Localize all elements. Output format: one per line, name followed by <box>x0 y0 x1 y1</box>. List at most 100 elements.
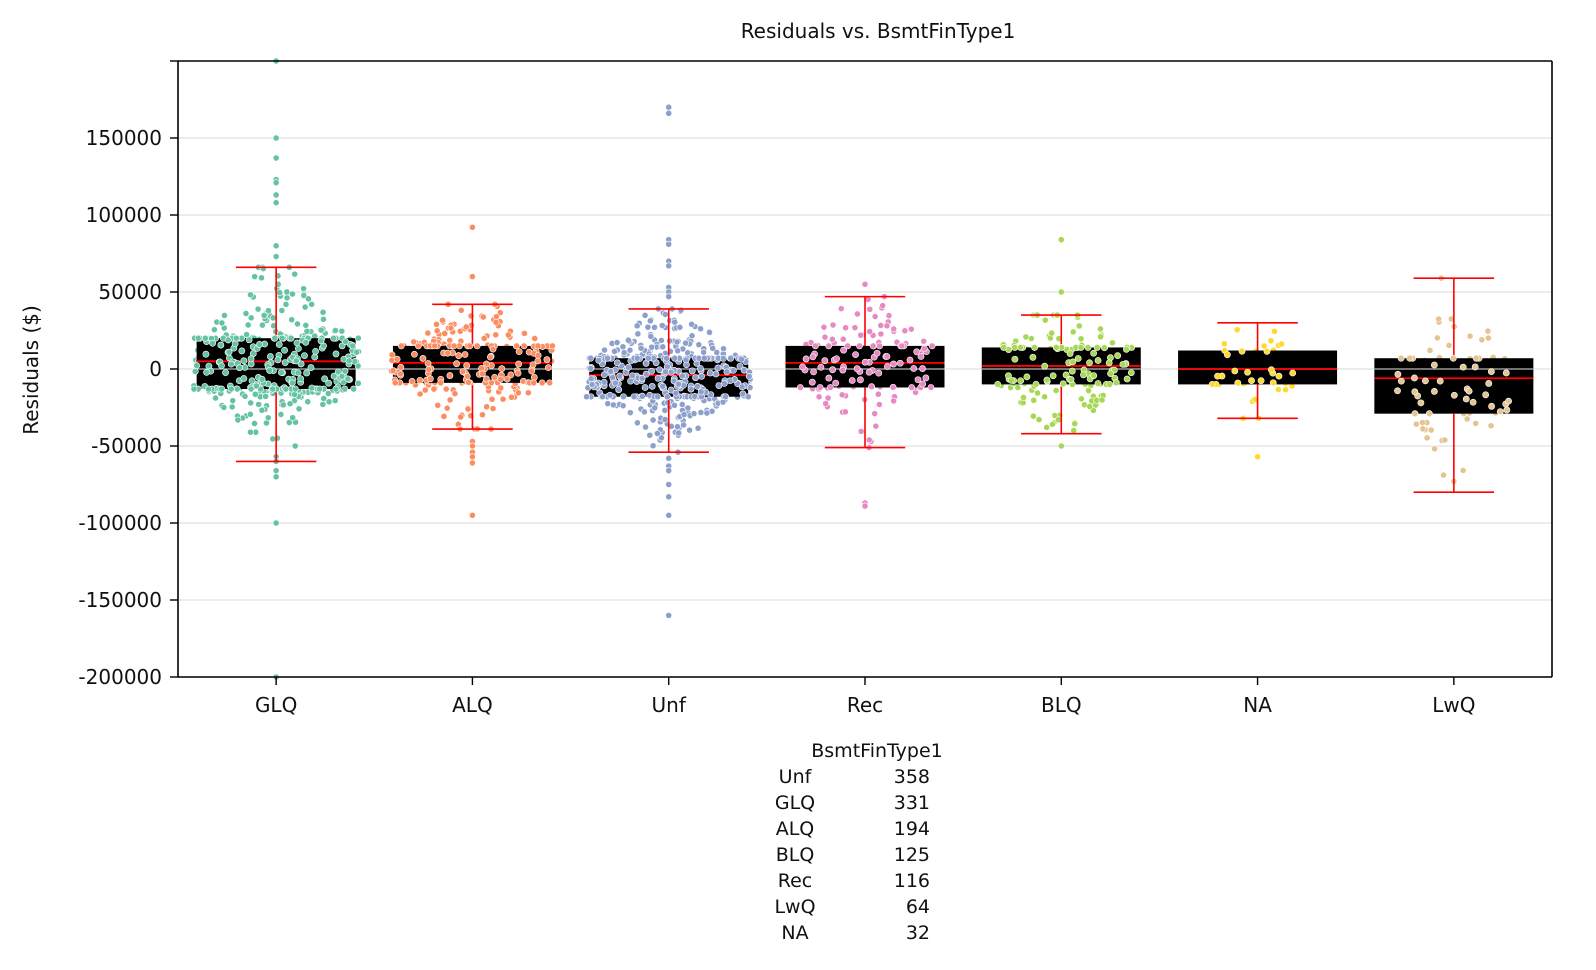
data-point <box>810 368 817 376</box>
data-point <box>549 342 556 350</box>
data-point <box>714 364 722 372</box>
data-point <box>661 416 669 423</box>
data-point <box>665 109 673 117</box>
data-point <box>928 342 936 350</box>
y-tick-label: 0 <box>149 357 162 381</box>
data-point <box>595 356 603 364</box>
data-point <box>1425 410 1433 418</box>
data-point <box>287 334 295 342</box>
data-point <box>817 363 825 371</box>
data-point <box>615 386 623 394</box>
data-point <box>289 290 296 298</box>
data-point <box>917 353 925 360</box>
data-point <box>853 365 861 373</box>
data-point <box>283 288 291 296</box>
data-point <box>692 374 699 382</box>
data-point <box>272 154 280 162</box>
axes: 150000 100000 50000 0 -50000 -100000 -150000 -2… <box>78 60 1553 717</box>
data-point <box>515 360 523 368</box>
data-point <box>393 355 401 363</box>
counts-row: GLQ 331 <box>740 790 980 816</box>
data-point <box>265 307 272 315</box>
data-point <box>258 274 265 282</box>
data-point <box>302 338 310 346</box>
data-point <box>1263 347 1271 355</box>
data-point <box>920 345 928 353</box>
data-point <box>1466 332 1474 340</box>
data-point <box>440 412 448 420</box>
data-point <box>649 442 657 450</box>
data-point <box>1086 359 1093 367</box>
data-point <box>344 375 352 383</box>
data-point <box>272 199 280 207</box>
data-point <box>611 347 618 355</box>
data-point <box>837 305 845 313</box>
data-point <box>697 365 704 372</box>
data-point <box>599 393 606 401</box>
data-point <box>408 377 416 385</box>
data-point <box>644 323 652 331</box>
data-point <box>694 382 701 390</box>
data-point <box>224 336 232 344</box>
data-point <box>247 399 255 407</box>
data-point <box>675 429 683 437</box>
data-point <box>688 367 696 375</box>
data-point <box>1094 357 1102 364</box>
data-point <box>1445 342 1453 349</box>
data-point <box>303 327 311 335</box>
data-point <box>690 410 698 418</box>
data-point <box>825 374 833 382</box>
data-point <box>1244 368 1251 376</box>
data-point <box>856 342 863 350</box>
data-point <box>282 385 290 393</box>
data-point <box>744 393 752 401</box>
counts-row: Unf 358 <box>740 764 980 790</box>
data-point <box>838 391 846 399</box>
data-point <box>281 359 289 366</box>
data-point <box>1114 352 1122 360</box>
data-point <box>866 328 874 335</box>
data-point <box>1503 406 1511 414</box>
data-point <box>906 356 914 364</box>
data-point <box>416 376 424 384</box>
data-point <box>1234 379 1242 387</box>
data-point <box>450 342 458 350</box>
data-point <box>802 355 810 363</box>
data-point <box>272 134 280 142</box>
y-tick-label: -50000 <box>91 434 162 458</box>
data-point <box>480 334 488 342</box>
data-point <box>288 379 296 387</box>
data-point <box>613 339 621 346</box>
data-point <box>1433 334 1441 342</box>
data-point <box>865 368 873 376</box>
data-point <box>507 371 515 379</box>
data-point <box>255 400 263 408</box>
data-point <box>331 397 339 405</box>
data-point <box>890 397 898 405</box>
data-point <box>332 350 340 358</box>
data-point <box>842 324 850 332</box>
data-point <box>1487 368 1495 376</box>
data-point <box>1029 353 1037 361</box>
data-point <box>308 384 316 392</box>
data-point <box>627 377 634 385</box>
data-point <box>633 354 641 362</box>
data-point <box>1441 436 1449 444</box>
data-point <box>1059 380 1067 388</box>
iqr-box <box>1178 350 1338 385</box>
data-point <box>354 362 362 370</box>
data-point <box>908 384 916 391</box>
data-point <box>829 335 836 343</box>
counts-row-label: BLQ <box>775 844 815 866</box>
data-point <box>658 322 666 329</box>
data-point <box>634 419 641 427</box>
x-tick-label: GLQ <box>255 693 297 717</box>
data-point <box>1394 370 1402 378</box>
data-point <box>927 384 935 391</box>
data-point <box>463 362 471 370</box>
data-point <box>534 342 542 350</box>
data-point <box>1031 344 1038 351</box>
data-point <box>844 342 852 350</box>
data-point <box>1397 377 1405 385</box>
data-point <box>271 334 279 342</box>
